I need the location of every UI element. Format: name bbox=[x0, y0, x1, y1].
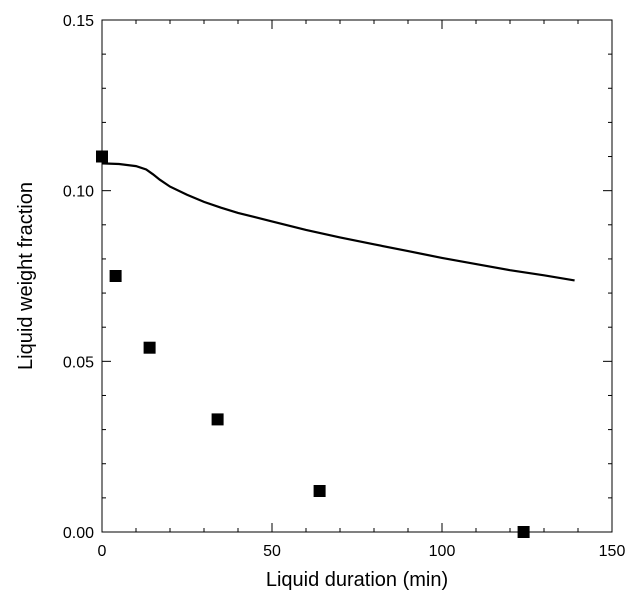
y-tick-label: 0.15 bbox=[63, 13, 94, 30]
data-point-marker bbox=[517, 526, 530, 538]
x-axis-title: Liquid duration (min) bbox=[266, 569, 448, 591]
data-point-marker bbox=[143, 341, 156, 354]
x-tick-label: 150 bbox=[599, 543, 626, 560]
model-curve-line bbox=[101, 162, 575, 282]
tick-labels: 0 50 100 150 0.00 0.05 0.10 0.15 bbox=[63, 13, 626, 560]
x-tick-label: 100 bbox=[429, 543, 456, 560]
y-tick-label: 0.10 bbox=[63, 184, 94, 201]
ticks bbox=[101, 19, 613, 533]
data-point-marker bbox=[109, 270, 122, 282]
plot-frame bbox=[101, 19, 613, 533]
x-tick-label: 0 bbox=[98, 543, 107, 560]
data-point-marker bbox=[211, 413, 224, 426]
y-axis-title: Liquid weight fraction bbox=[15, 182, 37, 370]
x-tick-label: 50 bbox=[263, 543, 281, 560]
data-point-marker bbox=[96, 150, 108, 163]
data-markers bbox=[96, 150, 530, 538]
y-tick-label: 0.00 bbox=[63, 525, 94, 542]
data-point-marker bbox=[313, 485, 326, 497]
y-tick-label: 0.05 bbox=[63, 354, 94, 371]
